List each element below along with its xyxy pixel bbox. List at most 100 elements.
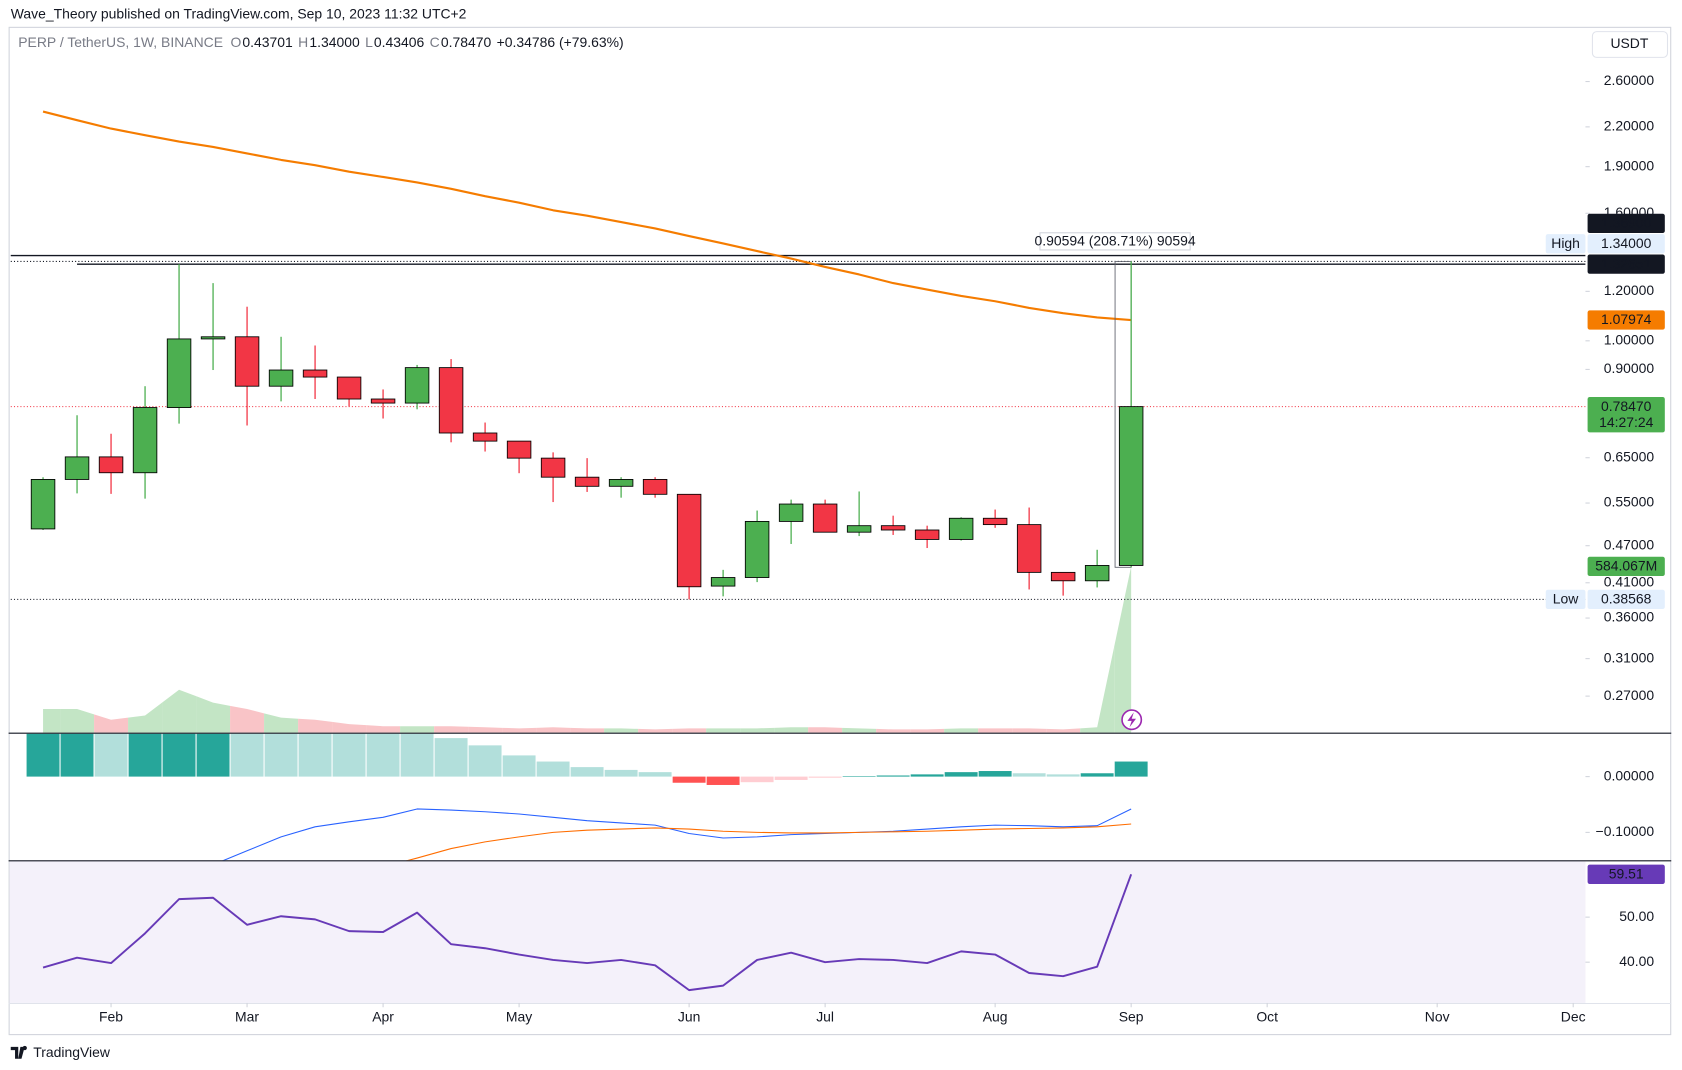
legend-item: PERP / TetherUS, 1W, BINANCE xyxy=(18,34,223,50)
y-tick-label: 0.41000 xyxy=(1604,573,1655,589)
legend: PERP / TetherUS, 1W, BINANCE O0.43701 H1.3… xyxy=(18,34,623,50)
macd-histogram-bar xyxy=(26,733,60,777)
legend-item: C xyxy=(430,34,440,50)
y-tick-label: 0.31000 xyxy=(1604,649,1655,665)
volume-area xyxy=(536,727,571,733)
macd-histogram-bar xyxy=(366,733,400,777)
price-label-box xyxy=(1587,254,1665,274)
candle-body xyxy=(744,520,770,578)
volume-area xyxy=(1080,646,1115,733)
brand-logo xyxy=(10,1045,27,1059)
volume-area xyxy=(264,713,299,733)
legend-item: L xyxy=(365,34,373,50)
candle-body xyxy=(302,369,328,378)
candle-body xyxy=(370,398,396,404)
macd-histogram-bar xyxy=(1012,773,1046,777)
candle-body xyxy=(98,456,124,474)
alert-bolt xyxy=(1127,712,1136,728)
price-label: 0.78470 xyxy=(1601,398,1652,414)
price-label-box xyxy=(1587,556,1665,577)
volume-area xyxy=(1046,728,1081,733)
candle-body xyxy=(812,503,838,533)
volume-area xyxy=(43,709,61,733)
price-label-box xyxy=(1587,213,1665,234)
volume-area xyxy=(876,728,911,733)
volume-area xyxy=(740,727,775,733)
candle-body xyxy=(948,517,974,540)
currency-button[interactable] xyxy=(1591,31,1669,58)
macd-histogram-bar xyxy=(706,776,740,785)
x-tick-label: Sep xyxy=(1119,1009,1144,1025)
volume-area xyxy=(570,727,605,733)
volume-area xyxy=(366,725,401,733)
volume-area xyxy=(978,728,1013,733)
volume-area xyxy=(774,727,809,733)
macd-histogram-bar xyxy=(1114,761,1148,777)
volume-area xyxy=(1012,728,1047,733)
volume-area xyxy=(502,727,537,733)
candle-body xyxy=(540,457,566,478)
price-label: 1.36900 xyxy=(1601,215,1652,231)
rsi-line xyxy=(42,873,1133,992)
legend-item: 0.78470 xyxy=(441,34,492,50)
volume-area xyxy=(400,726,435,733)
legend-item: +0.34786 (+79.63%) xyxy=(497,34,624,50)
candle-body xyxy=(778,503,804,522)
price-label: 59.51 xyxy=(1609,866,1644,882)
macd-histogram-bar xyxy=(1080,773,1114,777)
level-badge: High xyxy=(1551,235,1580,251)
y-tick-label: 0.36000 xyxy=(1604,609,1655,625)
x-tick-label: Jul xyxy=(816,1009,834,1025)
y-tick-label: 0.47000 xyxy=(1604,536,1655,552)
volume-area xyxy=(604,728,639,733)
currency-label: USDT xyxy=(1610,35,1648,51)
signal-line xyxy=(406,823,1132,861)
volume-area xyxy=(128,702,163,733)
macd-pane xyxy=(26,733,1148,861)
volume-area xyxy=(162,689,197,733)
y-tick-label: 0.00000 xyxy=(1604,767,1655,783)
legend-item: O xyxy=(231,34,242,50)
candle-body xyxy=(166,338,192,408)
candle-body xyxy=(642,479,668,495)
macd-histogram-bar xyxy=(298,733,332,777)
measure-box xyxy=(1039,232,1191,251)
macd-histogram-bar xyxy=(264,733,298,777)
price-label: 584.067M xyxy=(1595,558,1657,574)
measure-label: 0.90594 (208.71%) 90594 xyxy=(1034,233,1195,249)
volume-area xyxy=(60,709,95,733)
y-tick-label: 2.60000 xyxy=(1604,72,1655,88)
y-tick-label: 2.20000 xyxy=(1604,118,1655,134)
candle-body xyxy=(1050,571,1076,582)
volume-area xyxy=(910,728,945,733)
x-tick-label: Mar xyxy=(235,1009,259,1025)
level-badge-box xyxy=(1545,234,1586,254)
x-tick-label: Jun xyxy=(678,1009,700,1025)
candle-body xyxy=(608,479,634,487)
macd-histogram-bar xyxy=(638,772,672,777)
macd-histogram-bar xyxy=(570,767,604,777)
volume-area xyxy=(468,726,503,733)
volume-area xyxy=(672,728,707,733)
price-label-box xyxy=(1587,234,1665,254)
price-label-box xyxy=(1587,396,1665,433)
volume-area xyxy=(298,718,333,733)
volume-area xyxy=(842,727,877,733)
macd-histogram-bar xyxy=(536,761,570,777)
volume-area xyxy=(434,726,469,733)
candle-body xyxy=(1118,406,1144,566)
y-tick-label: 1.00000 xyxy=(1604,332,1655,348)
candle-body xyxy=(268,369,294,387)
macd-histogram-bar xyxy=(60,733,94,777)
rsi-band xyxy=(9,861,1586,1003)
logo-mark xyxy=(10,1045,27,1059)
legend-item: 0.43406 xyxy=(374,34,425,50)
x-tick-label: Feb xyxy=(99,1009,123,1025)
attribution: Wave_Theory published on TradingView.com… xyxy=(11,6,467,22)
level-badge-box xyxy=(1545,589,1586,610)
macd-histogram-bar xyxy=(162,733,196,777)
alert-icon[interactable] xyxy=(1121,709,1143,731)
price-label-box xyxy=(1587,589,1665,610)
y-tick-label: 1.20000 xyxy=(1604,282,1655,298)
macd-histogram-bar xyxy=(434,738,468,777)
